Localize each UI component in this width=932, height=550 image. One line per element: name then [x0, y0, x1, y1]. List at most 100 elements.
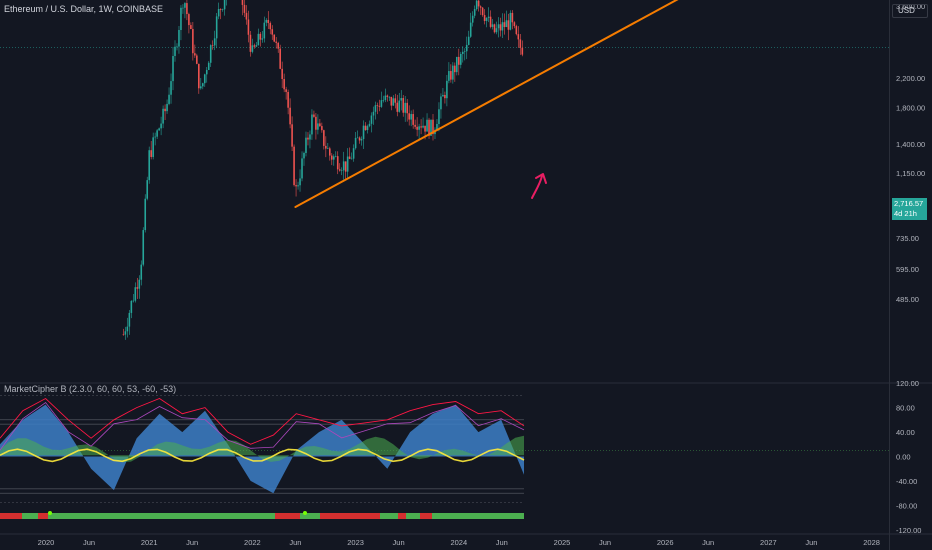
candle: [459, 51, 462, 69]
candle-body: [319, 123, 321, 127]
candle-body: [142, 230, 145, 265]
candle: [410, 110, 412, 127]
candle-body: [422, 125, 424, 128]
candle-body: [442, 94, 444, 97]
candle-body: [168, 94, 170, 104]
candle: [444, 91, 446, 104]
candle-body: [388, 96, 391, 98]
time-tick-label: 2028: [863, 538, 880, 547]
candle-body: [265, 19, 268, 23]
candle-body: [384, 95, 387, 101]
candle-body: [152, 137, 154, 157]
candle: [475, 0, 478, 11]
candle-body: [515, 26, 518, 35]
candle: [358, 136, 361, 144]
candle: [386, 94, 389, 102]
time-tick-label: Jun: [83, 538, 95, 547]
candle: [289, 98, 291, 129]
candle: [448, 62, 450, 84]
candle-body: [261, 38, 264, 40]
candle-body: [517, 34, 520, 40]
candle: [350, 152, 353, 160]
candle: [158, 127, 160, 131]
candle-body: [132, 300, 135, 302]
currency-button[interactable]: USD: [892, 4, 928, 18]
candle: [454, 62, 456, 82]
candle-body: [140, 264, 143, 280]
candle-body: [281, 68, 283, 80]
candle-body: [309, 134, 311, 140]
candle: [327, 142, 329, 150]
candle: [263, 16, 266, 43]
candle: [315, 113, 317, 140]
candle: [251, 38, 254, 54]
candle-body: [358, 137, 361, 141]
candle-body: [392, 98, 395, 106]
price-tick-label: 595.00: [896, 265, 919, 274]
time-tick-label: Jun: [805, 538, 817, 547]
candle: [485, 17, 488, 28]
candle-body: [366, 126, 369, 131]
candle: [124, 326, 127, 340]
indicator-title: MarketCipher B (2.3.0, 60, 60, 53, -60, …: [4, 384, 177, 394]
time-tick-label: 2020: [38, 538, 55, 547]
candle: [148, 146, 150, 184]
candle: [509, 10, 512, 31]
candle-body: [148, 150, 150, 181]
candle: [406, 99, 408, 122]
time-tick-label: Jun: [186, 538, 198, 547]
candle-body: [323, 130, 325, 146]
last-price-value: 2,716.57: [894, 199, 924, 208]
candle-body: [188, 14, 190, 26]
candle: [340, 167, 343, 176]
candle-body: [400, 98, 403, 101]
candle-body: [402, 98, 405, 113]
signal-strip: [0, 513, 524, 519]
candle-body: [452, 65, 454, 80]
candle: [420, 119, 422, 135]
candle-body: [200, 86, 202, 89]
candle-body: [408, 113, 410, 120]
candle: [392, 95, 395, 106]
candle-body: [475, 0, 478, 10]
candle: [154, 132, 156, 146]
candle: [180, 5, 182, 41]
candle-body: [398, 100, 401, 112]
candle: [418, 123, 420, 140]
candle-body: [356, 137, 359, 139]
candle: [279, 44, 281, 70]
candle-body: [299, 178, 301, 186]
candle-body: [418, 126, 420, 130]
candle-body: [350, 158, 353, 160]
candle: [136, 277, 139, 299]
candle: [378, 99, 381, 112]
candle: [309, 130, 311, 149]
candle-body: [221, 9, 224, 10]
candle-body: [410, 114, 412, 120]
candle-body: [158, 128, 160, 131]
candle-body: [267, 19, 270, 24]
candle: [408, 105, 410, 126]
candle: [164, 104, 166, 120]
candle: [213, 30, 216, 51]
candle-body: [450, 71, 452, 80]
candle: [450, 64, 452, 83]
candle-body: [164, 108, 166, 112]
last-price-badge: 2,716.57 4d 21h: [892, 198, 927, 220]
candle-body: [352, 148, 355, 159]
candle-body: [136, 287, 139, 289]
candle-body: [380, 100, 383, 107]
candle-body: [174, 46, 176, 57]
candle-body: [307, 137, 309, 140]
candle: [422, 117, 424, 129]
candle: [440, 93, 442, 119]
candle: [249, 31, 252, 57]
candle-body: [192, 29, 194, 54]
candle: [317, 114, 319, 135]
candle: [323, 129, 325, 150]
arrow-head: [535, 173, 547, 184]
candle: [219, 8, 222, 20]
candle-body: [144, 198, 147, 231]
candle: [388, 96, 391, 102]
